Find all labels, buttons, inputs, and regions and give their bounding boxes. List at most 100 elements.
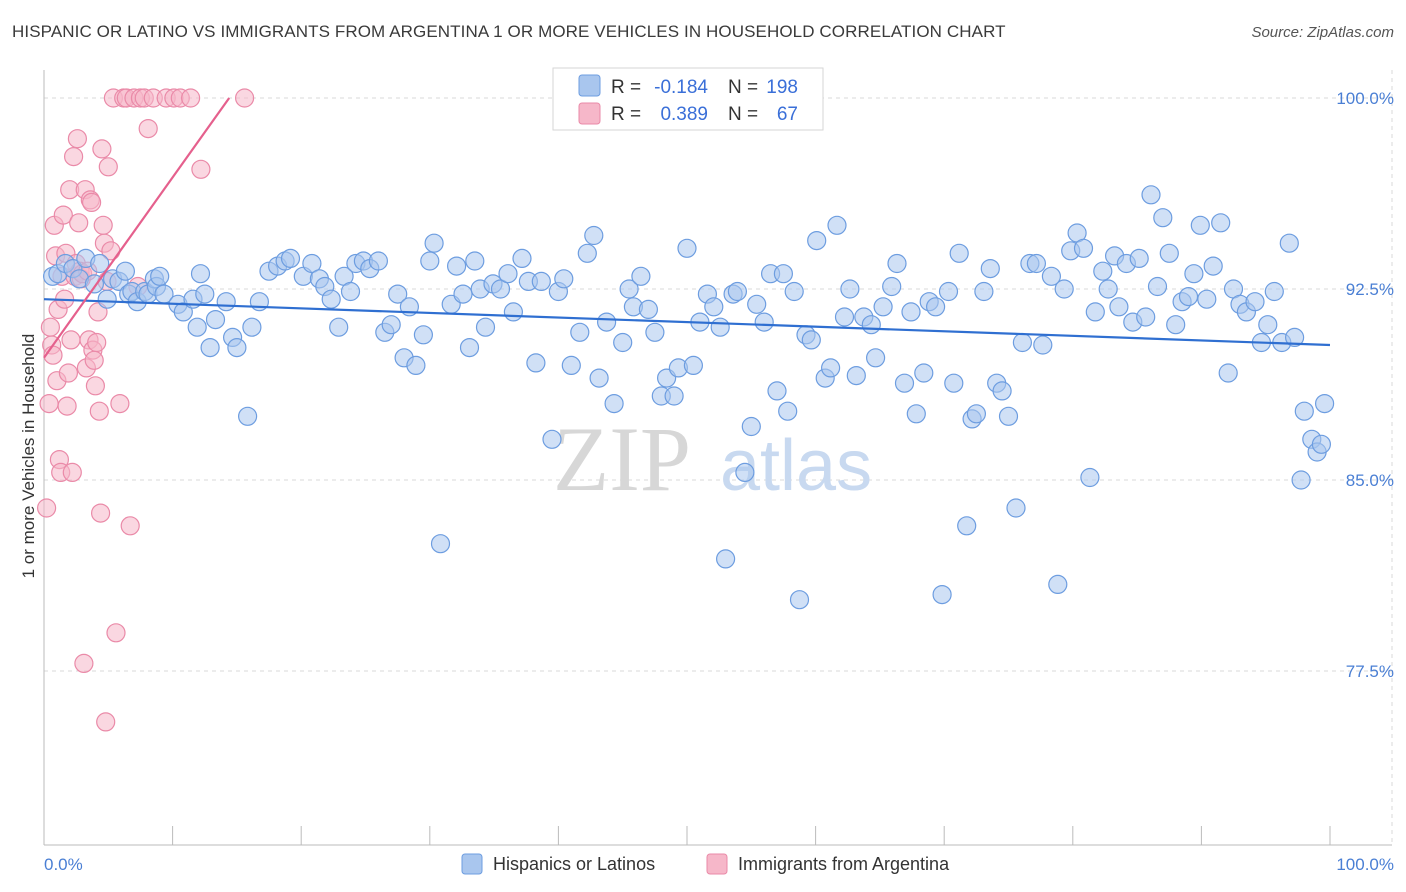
hispanic-point-123 bbox=[846, 366, 866, 386]
hispanic-point-91 bbox=[645, 322, 665, 342]
hispanic-point-64 bbox=[459, 338, 480, 358]
hispanic-point-22 bbox=[173, 302, 193, 322]
y-tick-label-2: 85.0% bbox=[1346, 471, 1394, 490]
hispanic-point-53 bbox=[388, 284, 408, 304]
hispanic-point-26 bbox=[195, 284, 215, 304]
hispanic-point-140 bbox=[957, 516, 977, 536]
hispanic-point-146 bbox=[992, 381, 1012, 401]
hispanic-point-128 bbox=[882, 276, 902, 297]
hispanic-point-52 bbox=[381, 315, 401, 335]
hispanic-point-129 bbox=[887, 253, 907, 274]
bottom-legend: Hispanics or Latinos Immigrants from Arg… bbox=[461, 853, 950, 875]
y-tick-label-0: 100.0% bbox=[1336, 89, 1394, 108]
hispanic-point-106 bbox=[741, 416, 761, 437]
hispanic-point-29 bbox=[216, 292, 236, 312]
hispanic-point-59 bbox=[424, 233, 444, 253]
hispanic-point-50 bbox=[368, 251, 388, 271]
argentina-point-24 bbox=[69, 213, 89, 233]
hispanic-point-82 bbox=[584, 225, 604, 246]
argentina-point-45 bbox=[96, 712, 116, 732]
hispanic-point-43 bbox=[321, 289, 341, 309]
argentina-point-20 bbox=[63, 147, 84, 167]
hispanic-point-71 bbox=[503, 302, 524, 322]
watermark-zip: ZIP bbox=[553, 408, 691, 510]
hispanic-point-32 bbox=[238, 406, 258, 426]
hispanic-point-76 bbox=[542, 429, 562, 449]
argentina-point-23 bbox=[67, 129, 88, 149]
hispanic-point-111 bbox=[773, 264, 794, 284]
grid-layer bbox=[44, 70, 1393, 845]
hispanic-point-142 bbox=[966, 404, 987, 424]
hispanic-point-70 bbox=[498, 264, 518, 284]
hispanic-point-110 bbox=[767, 381, 787, 401]
hispanic-point-83 bbox=[589, 368, 609, 388]
argentina-point-34 bbox=[81, 192, 102, 212]
argentina-point-12 bbox=[53, 205, 73, 225]
legend-r-value-2: 0.389 bbox=[660, 104, 708, 125]
hispanic-point-119 bbox=[820, 358, 841, 378]
hispanic-point-116 bbox=[801, 330, 821, 350]
y-axis-title: 1 or more Vehicles in Household bbox=[19, 334, 38, 579]
hispanic-point-28 bbox=[205, 310, 226, 330]
hispanic-point-149 bbox=[1012, 332, 1033, 353]
hispanic-point-65 bbox=[465, 251, 485, 271]
axes-layer bbox=[43, 70, 1392, 846]
hispanic-point-191 bbox=[1284, 327, 1305, 347]
hispanic-point-126 bbox=[865, 348, 886, 368]
argentina-point-65 bbox=[191, 159, 211, 179]
y-tick-labels: 100.0% 92.5% 85.0% 77.5% bbox=[1336, 89, 1394, 681]
hispanic-point-31 bbox=[227, 338, 247, 358]
argentina-point-43 bbox=[93, 215, 113, 235]
argentina-point-0 bbox=[36, 498, 57, 518]
hispanic-point-101 bbox=[710, 317, 730, 337]
hispanic-point-108 bbox=[754, 312, 774, 332]
hispanic-point-57 bbox=[413, 325, 433, 345]
hispanic-point-104 bbox=[727, 281, 748, 302]
hispanic-point-177 bbox=[1190, 215, 1210, 235]
hispanic-point-62 bbox=[447, 256, 467, 276]
hispanic-point-164 bbox=[1109, 297, 1129, 317]
hispanic-point-196 bbox=[1311, 434, 1332, 454]
hispanic-point-97 bbox=[683, 355, 704, 375]
hispanic-point-170 bbox=[1147, 276, 1168, 297]
hispanic-point-192 bbox=[1291, 470, 1311, 490]
hispanic-point-173 bbox=[1166, 315, 1186, 335]
hispanic-point-112 bbox=[778, 401, 798, 421]
trend-line-hispanic bbox=[43, 298, 1331, 347]
hispanic-point-19 bbox=[150, 266, 170, 286]
hispanic-point-169 bbox=[1141, 185, 1161, 205]
hispanic-point-75 bbox=[531, 271, 551, 291]
hispanic-point-74 bbox=[526, 353, 546, 373]
watermark: ZIP atlas bbox=[553, 408, 872, 510]
argentina-point-38 bbox=[87, 332, 107, 353]
hispanic-point-80 bbox=[570, 322, 590, 342]
bottom-legend-label-blue: Hispanics or Latinos bbox=[493, 854, 655, 874]
hispanic-point-180 bbox=[1211, 213, 1231, 233]
hispanic-point-78 bbox=[554, 269, 574, 289]
hispanic-point-137 bbox=[938, 281, 959, 302]
hispanic-point-148 bbox=[1006, 498, 1026, 518]
hispanic-point-136 bbox=[932, 584, 952, 605]
x-tick-label-0: 0.0% bbox=[44, 855, 83, 874]
argentina-point-2 bbox=[40, 317, 61, 337]
hispanic-point-102 bbox=[715, 549, 736, 569]
legend-n-label-2: N = bbox=[728, 104, 758, 125]
hispanic-point-175 bbox=[1178, 287, 1199, 307]
legend-n-value-1: 198 bbox=[766, 77, 798, 98]
hispanic-point-38 bbox=[280, 248, 301, 268]
hispanic-point-84 bbox=[596, 312, 617, 332]
hispanic-point-158 bbox=[1073, 238, 1094, 258]
hispanic-point-155 bbox=[1054, 279, 1074, 299]
hispanic-point-151 bbox=[1026, 253, 1047, 274]
hispanic-point-87 bbox=[619, 279, 639, 299]
argentina-point-1 bbox=[39, 394, 59, 414]
hispanic-point-178 bbox=[1197, 289, 1217, 309]
argentina-point-54 bbox=[120, 516, 140, 536]
hispanic-point-8 bbox=[97, 289, 117, 309]
hispanic-point-117 bbox=[807, 231, 827, 251]
argentina-point-41 bbox=[90, 503, 111, 523]
hispanic-point-107 bbox=[747, 294, 767, 314]
hispanic-point-69 bbox=[490, 279, 511, 299]
hispanic-point-25 bbox=[190, 264, 211, 284]
